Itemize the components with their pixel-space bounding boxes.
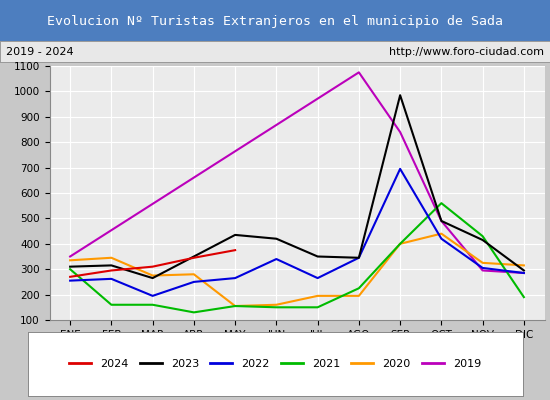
Text: http://www.foro-ciudad.com: http://www.foro-ciudad.com xyxy=(389,47,544,57)
Legend: 2024, 2023, 2022, 2021, 2020, 2019: 2024, 2023, 2022, 2021, 2020, 2019 xyxy=(64,354,486,374)
Text: Evolucion Nº Turistas Extranjeros en el municipio de Sada: Evolucion Nº Turistas Extranjeros en el … xyxy=(47,14,503,28)
Text: 2019 - 2024: 2019 - 2024 xyxy=(6,47,73,57)
